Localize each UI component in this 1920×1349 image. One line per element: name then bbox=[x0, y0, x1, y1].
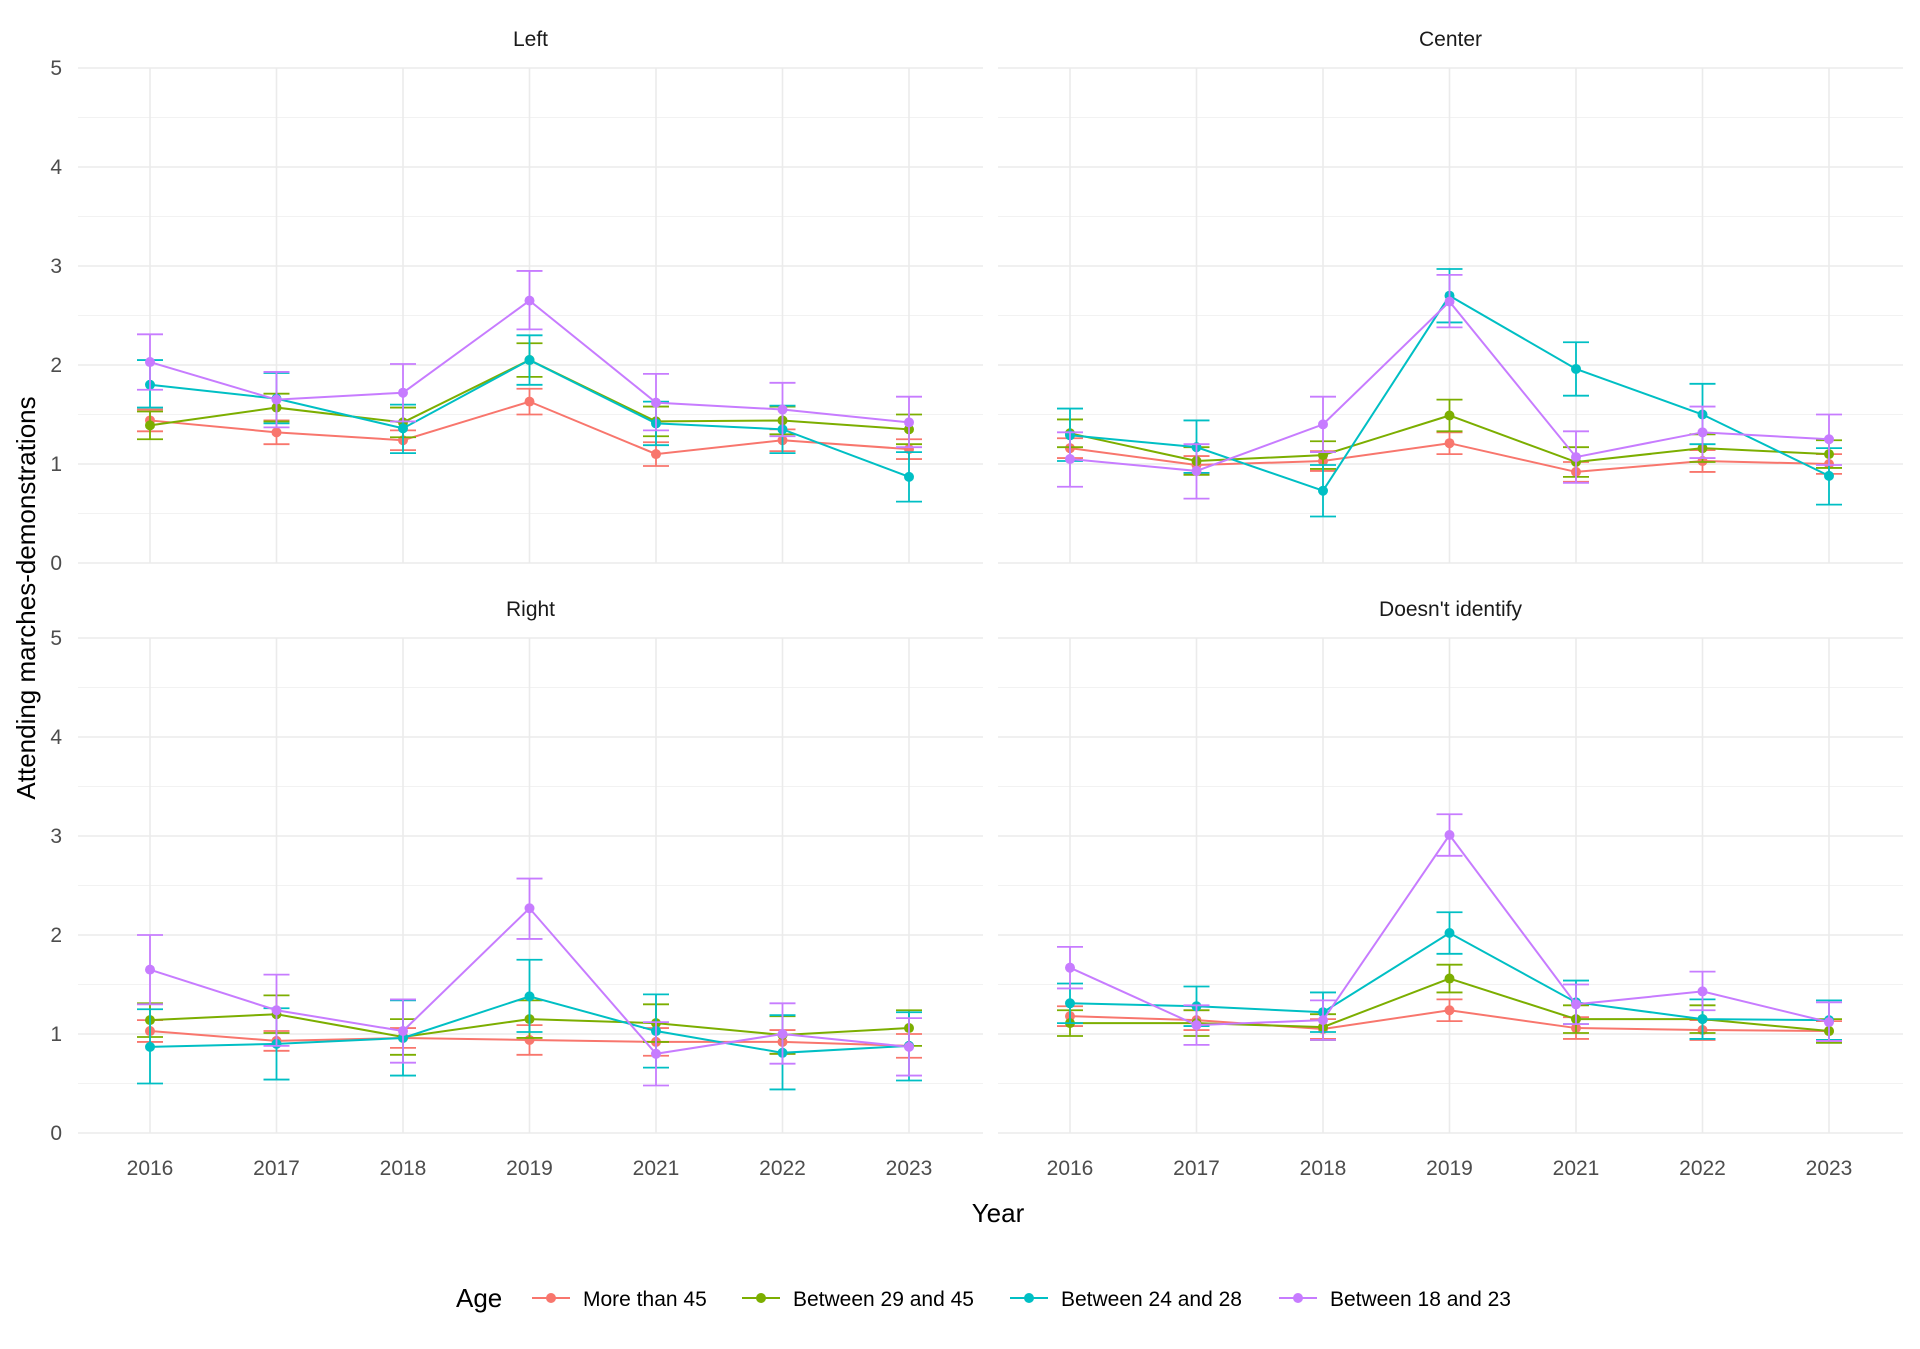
series-3 bbox=[137, 877, 922, 1087]
y-axis-title: Attending marches-demonstrations bbox=[11, 396, 41, 799]
legend-entry: Between 24 and 28 bbox=[1061, 1288, 1242, 1311]
x-tick-label: 2019 bbox=[506, 1157, 553, 1180]
data-point bbox=[1824, 434, 1834, 445]
data-point bbox=[1191, 465, 1202, 476]
y-tick-label: 4 bbox=[50, 726, 62, 749]
data-point bbox=[1318, 419, 1328, 430]
data-point bbox=[1065, 998, 1075, 1009]
data-point bbox=[904, 417, 914, 428]
data-point bbox=[1697, 1014, 1708, 1025]
data-point bbox=[524, 295, 535, 306]
y-tick-label: 3 bbox=[50, 825, 62, 848]
x-tick-label: 2021 bbox=[633, 1157, 680, 1180]
data-point bbox=[1444, 928, 1455, 939]
data-point bbox=[1444, 1005, 1455, 1016]
data-point bbox=[145, 964, 155, 975]
x-axis-title: Year bbox=[972, 1198, 1025, 1228]
data-point bbox=[651, 397, 661, 408]
data-point bbox=[145, 357, 155, 368]
data-point bbox=[1824, 470, 1834, 481]
x-tick-label: 2017 bbox=[253, 1157, 300, 1180]
data-point bbox=[1444, 296, 1455, 307]
data-point bbox=[777, 1029, 788, 1039]
data-point bbox=[1444, 973, 1455, 984]
data-point bbox=[1318, 1015, 1328, 1026]
legend-entry: Between 18 and 23 bbox=[1330, 1288, 1511, 1311]
data-point bbox=[1697, 427, 1708, 438]
data-point bbox=[1571, 363, 1581, 374]
legend-title: Age bbox=[456, 1283, 502, 1313]
data-point bbox=[398, 423, 408, 434]
data-point bbox=[651, 449, 661, 460]
data-point bbox=[271, 1005, 282, 1016]
legend-key-point bbox=[546, 1293, 556, 1303]
data-point bbox=[524, 991, 535, 1002]
panel-3: Doesn't identify 2016 2017 2018 2019 2021 2022… bbox=[998, 598, 1903, 1180]
y-tick-label: 0 bbox=[50, 552, 62, 575]
data-point bbox=[524, 903, 535, 914]
data-point bbox=[1065, 454, 1075, 465]
panel-0: Left 0 1 2 3 4 5 bbox=[50, 28, 983, 575]
data-point bbox=[1571, 999, 1581, 1010]
x-tick-label: 2022 bbox=[759, 1157, 806, 1180]
x-tick-label: 2019 bbox=[1426, 1157, 1473, 1180]
data-point bbox=[904, 1041, 914, 1052]
legend: Age More than 45 Between 29 and 45 Between … bbox=[456, 1283, 1511, 1313]
series-3 bbox=[137, 270, 922, 449]
y-tick-label: 0 bbox=[50, 1122, 62, 1145]
x-tick-label: 2018 bbox=[380, 1157, 427, 1180]
legend-key-point bbox=[1024, 1293, 1034, 1303]
legend-key-point bbox=[756, 1293, 766, 1303]
data-point bbox=[145, 1041, 155, 1052]
data-point bbox=[1824, 1017, 1834, 1028]
y-tick-label: 3 bbox=[50, 255, 62, 278]
data-point bbox=[271, 394, 282, 405]
y-tick-label: 2 bbox=[50, 924, 62, 947]
data-point bbox=[1065, 962, 1075, 973]
data-point bbox=[398, 387, 408, 398]
x-tick-label: 2023 bbox=[886, 1157, 933, 1180]
data-point bbox=[524, 355, 535, 366]
data-point bbox=[651, 1048, 661, 1059]
x-tick-label: 2016 bbox=[1047, 1157, 1094, 1180]
legend-key-point bbox=[1293, 1293, 1303, 1303]
panel-title: Left bbox=[513, 28, 548, 51]
data-point bbox=[904, 471, 914, 482]
data-point bbox=[524, 396, 535, 407]
data-point bbox=[1444, 438, 1455, 449]
x-tick-label: 2021 bbox=[1553, 1157, 1600, 1180]
data-point bbox=[145, 420, 155, 431]
legend-entry: More than 45 bbox=[583, 1288, 707, 1311]
legend-entry: Between 29 and 45 bbox=[793, 1288, 974, 1311]
panel-2: Right 0 1 2 3 4 5 2016 2017 2018 2019 2021 2022 2023 bbox=[50, 598, 983, 1180]
x-tick-label: 2016 bbox=[127, 1157, 174, 1180]
y-tick-label: 1 bbox=[50, 1023, 62, 1046]
y-tick-label: 2 bbox=[50, 354, 62, 377]
x-tick-label: 2022 bbox=[1679, 1157, 1726, 1180]
y-tick-label: 4 bbox=[50, 156, 62, 179]
y-tick-label: 5 bbox=[50, 57, 62, 80]
data-point bbox=[1571, 452, 1581, 463]
x-tick-label: 2023 bbox=[1806, 1157, 1853, 1180]
panel-title: Doesn't identify bbox=[1379, 598, 1522, 621]
data-point bbox=[398, 1026, 408, 1037]
series-3 bbox=[1057, 274, 1842, 500]
data-point bbox=[777, 404, 788, 415]
y-tick-label: 1 bbox=[50, 453, 62, 476]
x-tick-label: 2018 bbox=[1300, 1157, 1347, 1180]
data-point bbox=[271, 427, 282, 438]
data-point bbox=[1444, 830, 1455, 841]
data-point bbox=[1697, 986, 1708, 997]
panel-1: Center bbox=[998, 28, 1903, 564]
panel-title: Right bbox=[506, 598, 555, 621]
panel-title: Center bbox=[1419, 28, 1482, 51]
y-tick-label: 5 bbox=[50, 627, 62, 650]
series-3 bbox=[1057, 813, 1842, 1046]
data-point bbox=[1318, 485, 1328, 496]
data-point bbox=[1191, 1020, 1202, 1031]
data-point bbox=[1444, 410, 1455, 421]
x-tick-label: 2017 bbox=[1173, 1157, 1220, 1180]
